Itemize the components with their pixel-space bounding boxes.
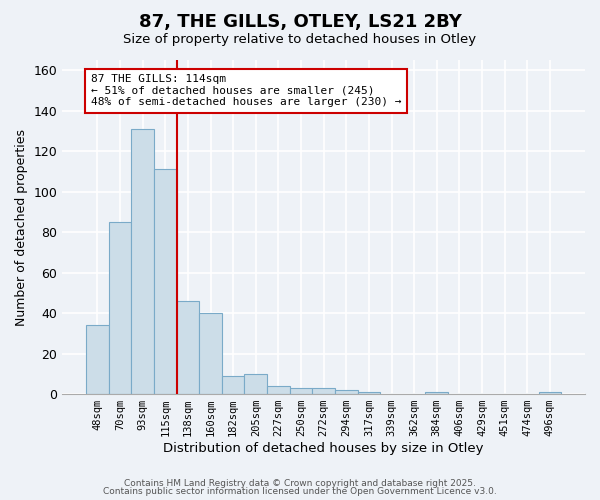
X-axis label: Distribution of detached houses by size in Otley: Distribution of detached houses by size … bbox=[163, 442, 484, 455]
Bar bbox=[539, 392, 561, 394]
Bar bbox=[222, 376, 244, 394]
Text: Size of property relative to detached houses in Otley: Size of property relative to detached ho… bbox=[124, 32, 476, 46]
Text: 87, THE GILLS, OTLEY, LS21 2BY: 87, THE GILLS, OTLEY, LS21 2BY bbox=[139, 12, 461, 30]
Bar bbox=[199, 313, 222, 394]
Bar bbox=[267, 386, 290, 394]
Bar bbox=[425, 392, 448, 394]
Y-axis label: Number of detached properties: Number of detached properties bbox=[15, 128, 28, 326]
Bar bbox=[335, 390, 358, 394]
Bar bbox=[109, 222, 131, 394]
Text: Contains public sector information licensed under the Open Government Licence v3: Contains public sector information licen… bbox=[103, 488, 497, 496]
Bar bbox=[313, 388, 335, 394]
Bar bbox=[358, 392, 380, 394]
Text: 87 THE GILLS: 114sqm
← 51% of detached houses are smaller (245)
48% of semi-deta: 87 THE GILLS: 114sqm ← 51% of detached h… bbox=[91, 74, 401, 108]
Bar bbox=[131, 129, 154, 394]
Bar bbox=[244, 374, 267, 394]
Bar bbox=[290, 388, 313, 394]
Bar bbox=[176, 301, 199, 394]
Bar bbox=[154, 170, 176, 394]
Bar bbox=[86, 325, 109, 394]
Text: Contains HM Land Registry data © Crown copyright and database right 2025.: Contains HM Land Registry data © Crown c… bbox=[124, 478, 476, 488]
